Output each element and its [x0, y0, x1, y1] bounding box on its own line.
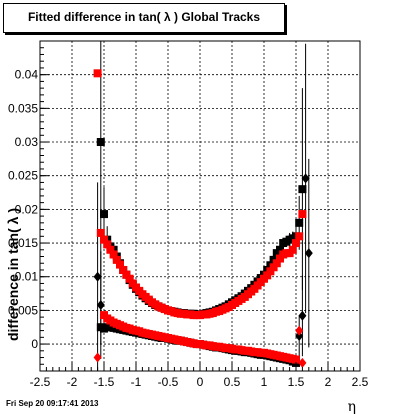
data-point	[122, 270, 131, 279]
data-point	[295, 330, 304, 341]
grid	[40, 41, 360, 371]
data-point	[298, 310, 307, 321]
data-point	[96, 300, 105, 310]
data-point	[93, 352, 102, 363]
data-point	[288, 245, 297, 254]
data-point	[93, 69, 102, 78]
data-point	[106, 245, 115, 254]
y-tick-label: 0.035	[8, 101, 38, 115]
data-point	[125, 274, 134, 283]
data-point	[100, 235, 108, 244]
data-point	[116, 260, 124, 269]
data-point	[128, 279, 137, 288]
data-point	[100, 210, 108, 219]
y-tick-label: 0.03	[15, 135, 39, 149]
y-tick-label: 0.01	[15, 270, 39, 284]
x-tick-label: 0.5	[224, 375, 241, 389]
data-point	[295, 232, 304, 241]
x-tick-label: 1	[261, 375, 268, 389]
x-tick-label: 1.5	[288, 375, 305, 389]
data-point	[301, 173, 310, 184]
data-point	[298, 185, 307, 194]
x-tick-label: 2	[325, 375, 332, 389]
y-tick-label: 0.02	[15, 202, 39, 216]
y-tick-label: 0.015	[8, 236, 38, 250]
x-tick-label: -1.5	[94, 375, 115, 389]
data-point	[276, 254, 284, 263]
data-point	[103, 240, 112, 249]
x-tick-label: -2	[67, 375, 78, 389]
data-point	[96, 138, 105, 147]
data-point	[276, 245, 284, 254]
x-tick-label: -2.5	[30, 375, 51, 389]
data-point	[298, 357, 307, 368]
data-point	[292, 239, 300, 248]
y-tick-label: 0.005	[8, 303, 38, 317]
data-point	[295, 325, 304, 336]
x-tick-label: 0	[197, 375, 204, 389]
x-tick-label: -0.5	[158, 375, 179, 389]
x-tick-label: 2.5	[352, 375, 369, 389]
chart-title: Fitted difference in tan( λ ) Global Tra…	[27, 10, 261, 24]
data-point	[263, 271, 272, 280]
data-point	[112, 255, 121, 264]
data-point	[304, 248, 313, 259]
data-point	[295, 218, 304, 227]
data-point	[298, 210, 307, 219]
data-point	[269, 263, 278, 272]
axes: -2.5 -2 -1.5 -1 -0.5 0 0.5 1 1.5 2 2.5 0 0.005 0.01 0.…	[8, 47, 369, 389]
markers	[93, 69, 313, 368]
x-axis-label: η	[348, 399, 356, 414]
y-tick-label: 0.025	[8, 169, 38, 183]
data-point	[266, 267, 275, 276]
y-tick-label: 0	[31, 337, 38, 351]
data-point	[109, 250, 118, 259]
data-point	[272, 259, 281, 268]
data-point	[93, 271, 102, 282]
x-tick-label: -1	[131, 375, 142, 389]
timestamp: Fri Sep 20 09:17:41 2013	[6, 399, 99, 408]
data-point	[96, 228, 105, 237]
data-point	[119, 265, 128, 274]
title-box: Fitted difference in tan( λ ) Global Tra…	[3, 3, 285, 33]
data-point	[292, 355, 300, 364]
y-axis-label: difference in tan( λ )	[5, 208, 21, 341]
y-tick-label: 0.04	[15, 68, 39, 82]
